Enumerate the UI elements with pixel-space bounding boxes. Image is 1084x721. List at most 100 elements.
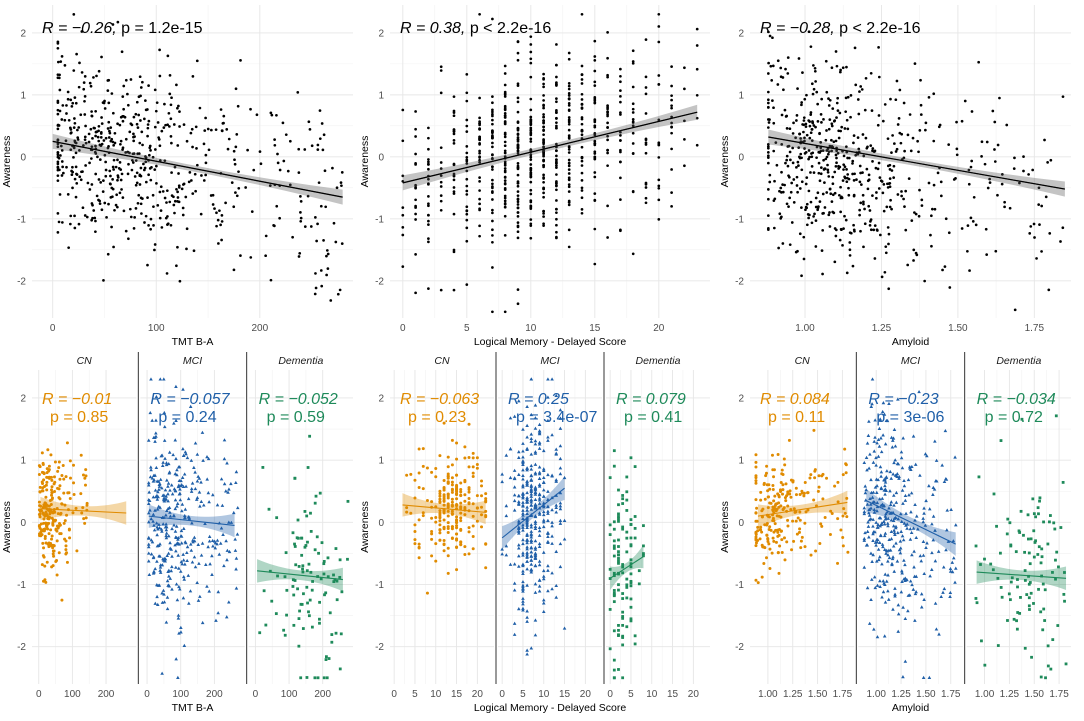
- top-lm-point: [580, 116, 584, 119]
- facet-dementia-point: [625, 583, 629, 587]
- facet-dementia-point: [1031, 497, 1035, 501]
- top-amyloid-point: [784, 67, 787, 71]
- top-lm-point: [606, 125, 609, 129]
- facet-stat-p: p = 0.41: [624, 409, 682, 426]
- top-tmt-point: [138, 183, 142, 186]
- facet-cn-point: [467, 456, 471, 460]
- facet-dementia-point: [612, 571, 616, 575]
- top-lm-point: [606, 75, 609, 79]
- facet-dementia-point: [1052, 521, 1056, 525]
- facet-mci-point: [880, 542, 885, 546]
- top-tmt-point: [107, 202, 110, 206]
- x-tick-label: 10: [430, 689, 442, 700]
- top-lm-point: [491, 110, 494, 114]
- top-lm-point: [606, 148, 609, 152]
- top-tmt-point: [104, 174, 108, 178]
- top-lm-point: [619, 80, 622, 84]
- facet-mci-point: [890, 445, 895, 449]
- x-tick-label: 1.75: [1049, 689, 1069, 700]
- top-amyloid-point: [852, 134, 856, 137]
- facet-mci-point: [146, 520, 151, 524]
- top-lm-point: [478, 127, 481, 130]
- facet-cn-point: [459, 490, 463, 494]
- x-tick-label: 1.00: [758, 689, 778, 700]
- top-tmt-point: [149, 217, 153, 221]
- top-amyloid-point: [1022, 155, 1025, 158]
- facet-dementia-point: [629, 579, 633, 583]
- top-tmt-point: [68, 222, 72, 226]
- top-tmt-point: [220, 238, 223, 242]
- top-amyloid-point: [852, 223, 855, 227]
- facet-dementia-point: [298, 609, 301, 613]
- facet-cn-point: [781, 488, 785, 492]
- top-lm-point: [657, 118, 661, 122]
- facet-mci-point: [155, 507, 160, 511]
- facet-mci-point: [206, 491, 211, 495]
- top-tmt-point: [133, 135, 136, 138]
- facet-stat-r: R = −0.057: [150, 391, 230, 408]
- facet-cn-point: [421, 464, 425, 468]
- top-lm-point: [414, 198, 417, 202]
- facet-cn-point: [771, 468, 775, 472]
- facet-cn-point: [442, 499, 446, 503]
- y-axis-title: Awareness: [719, 136, 731, 188]
- facet-cn-point: [67, 491, 71, 495]
- top-lm-point: [567, 109, 571, 112]
- facet-cn-point: [455, 537, 459, 541]
- top-amyloid-point: [892, 176, 896, 179]
- top-amyloid-point: [839, 210, 842, 214]
- top-amyloid-point: [784, 161, 787, 165]
- facet-cn-point: [775, 514, 779, 518]
- top-tmt-point: [163, 102, 166, 106]
- top-amyloid-point: [774, 141, 778, 144]
- x-axis-title: TMT B-A: [172, 702, 214, 714]
- facet-dementia-point: [1040, 547, 1044, 551]
- facet-mci-point: [154, 418, 158, 422]
- facet-dementia-point: [1046, 644, 1050, 648]
- top-lm-point: [516, 58, 520, 62]
- top-lm-point: [580, 179, 584, 182]
- top-tmt-point: [309, 225, 313, 228]
- top-lm-point: [542, 121, 545, 125]
- top-lm-point: [465, 151, 469, 155]
- facet-mci-point: [151, 555, 156, 560]
- facet-cn-point: [796, 516, 800, 520]
- top-lm-point: [503, 162, 507, 166]
- facet-cn-point: [467, 422, 471, 426]
- top-tmt-point: [69, 131, 73, 135]
- top-amyloid-point: [835, 156, 838, 160]
- facet-dementia-point: [309, 570, 313, 574]
- facet-mci-point: [163, 559, 167, 563]
- y-tick-label: -2: [735, 642, 744, 653]
- facet-cn-point: [50, 565, 54, 569]
- top-amyloid-point: [827, 104, 831, 107]
- top-lm-point: [567, 151, 571, 154]
- top-tmt-point: [170, 171, 173, 174]
- top-amyloid-point: [787, 205, 790, 208]
- facet-dementia-point: [1054, 577, 1057, 581]
- top-tmt-point: [338, 288, 342, 292]
- facet-mci-point: [865, 441, 870, 445]
- facet-mci-point: [197, 476, 202, 480]
- top-tmt-point: [222, 114, 226, 118]
- top-amyloid-point: [906, 133, 910, 137]
- facet-dementia-point: [296, 587, 299, 591]
- facet-mci-point: [879, 436, 883, 440]
- top-lm-point: [503, 111, 507, 115]
- facet-dementia-point: [267, 507, 271, 511]
- facet-cn-point: [38, 504, 42, 508]
- top-lm-point: [427, 167, 430, 171]
- top-tmt-point: [299, 219, 303, 223]
- top-lm-point: [427, 163, 430, 166]
- facet-dementia-point: [291, 578, 295, 582]
- facet-mci-point: [533, 545, 538, 550]
- top-tmt-point: [340, 242, 344, 245]
- facet-cn-point: [84, 474, 88, 478]
- top-amyloid-point: [988, 181, 992, 185]
- facet-mci-point: [932, 487, 937, 491]
- facet-mci-point: [864, 543, 869, 547]
- facet-cn-point: [459, 511, 463, 515]
- top-lm-point: [631, 85, 635, 89]
- top-tmt-point: [319, 204, 323, 208]
- facet-mci-point: [219, 477, 224, 481]
